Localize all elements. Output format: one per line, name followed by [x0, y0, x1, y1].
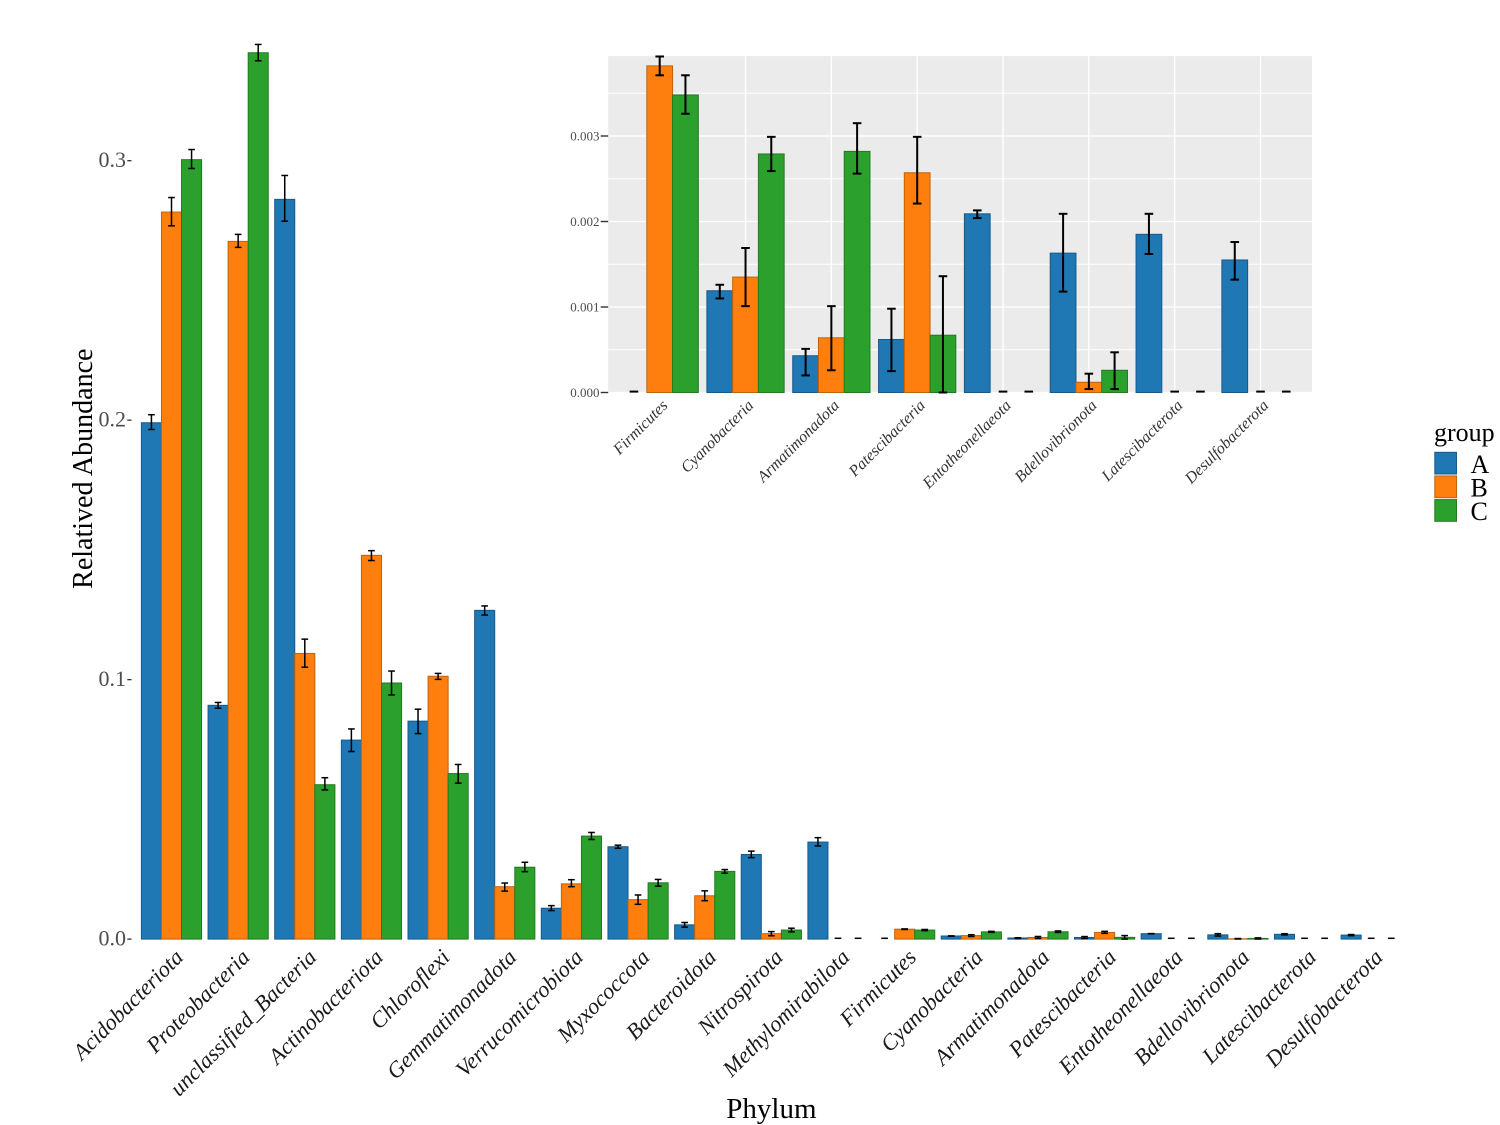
svg-text:C: C — [1471, 497, 1488, 526]
svg-text:0.0: 0.0 — [99, 926, 127, 951]
svg-text:0.002: 0.002 — [570, 214, 599, 229]
svg-text:Phylum: Phylum — [726, 1093, 817, 1125]
svg-text:A: A — [1471, 450, 1490, 479]
svg-text:0.001: 0.001 — [570, 300, 599, 315]
svg-text:group: group — [1434, 418, 1495, 447]
svg-text:0.1: 0.1 — [99, 666, 127, 691]
svg-text:Relatived Abundance: Relatived Abundance — [68, 349, 99, 589]
svg-text:0.000: 0.000 — [570, 385, 599, 400]
svg-text:0.2: 0.2 — [99, 407, 127, 432]
svg-text:0.3: 0.3 — [99, 147, 127, 172]
svg-text:0.003: 0.003 — [570, 129, 599, 144]
svg-text:B: B — [1471, 473, 1488, 502]
